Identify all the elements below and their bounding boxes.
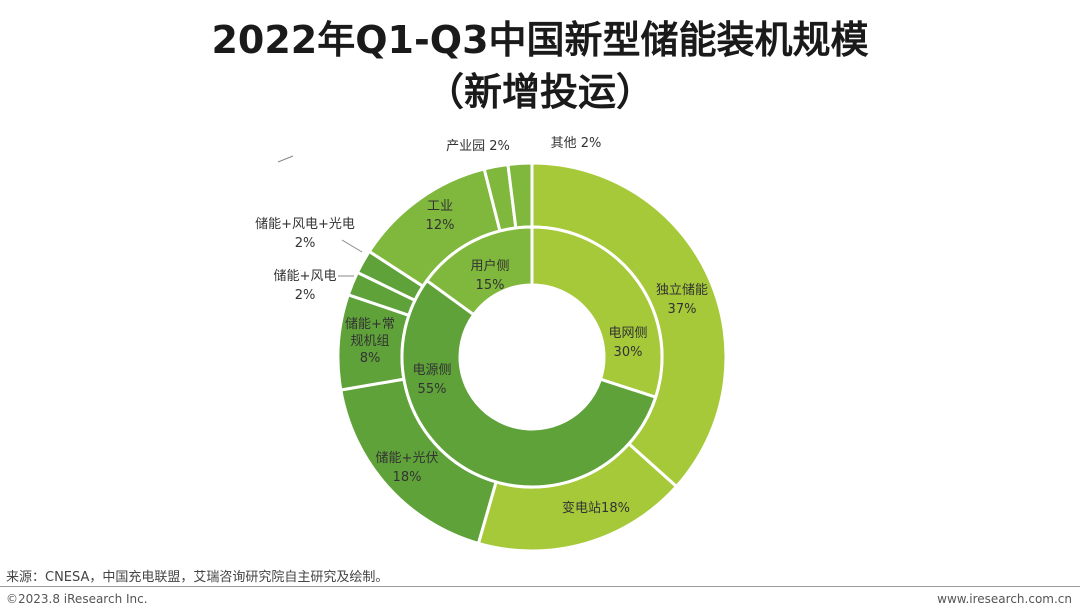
outer-label-name-2: 储能+光伏 bbox=[376, 451, 439, 466]
inner-label-value-0: 30% bbox=[614, 345, 643, 360]
copyright: ©2023.8 iResearch Inc. bbox=[6, 592, 148, 606]
outer-label-7: 产业园 2% bbox=[446, 139, 510, 154]
inner-label-value-2: 15% bbox=[476, 278, 505, 293]
footer-divider bbox=[0, 586, 1080, 587]
inner-slice-0 bbox=[530, 225, 664, 400]
outer-label-8: 其他 2% bbox=[551, 136, 602, 151]
outer-label-value-3: 8% bbox=[360, 351, 381, 366]
outer-label-name-5: 储能+风电+光电 bbox=[255, 217, 355, 232]
website: www.iresearch.com.cn bbox=[937, 592, 1072, 606]
title-line-2: （新增投运） bbox=[425, 70, 654, 114]
outer-label-value-0: 37% bbox=[668, 302, 697, 317]
outer-label-name-4: 储能+风电 bbox=[274, 269, 337, 284]
outer-label-name-3a: 储能+常 bbox=[345, 317, 395, 332]
chart-title: 2022年Q1-Q3中国新型储能装机规模 （新增投运） bbox=[0, 14, 1080, 118]
inner-label-value-1: 55% bbox=[418, 382, 447, 397]
inner-label-name-1: 电源侧 bbox=[412, 363, 451, 378]
outer-label-value-2: 18% bbox=[393, 470, 422, 485]
outer-label-name-6: 工业 bbox=[427, 199, 453, 214]
outer-label-name-3b: 规机组 bbox=[350, 334, 389, 349]
outer-label-value-4: 2% bbox=[295, 288, 316, 303]
inner-label-name-0: 电网侧 bbox=[608, 326, 647, 341]
outer-label-name-0: 独立储能 bbox=[656, 283, 708, 298]
title-line-1: 2022年Q1-Q3中国新型储能装机规模 bbox=[211, 18, 869, 62]
inner-slice-1 bbox=[400, 278, 658, 489]
leader-line-5 bbox=[341, 239, 363, 253]
outer-label-value-5: 2% bbox=[295, 236, 316, 251]
source-note: 来源：CNESA，中国充电联盟，艾瑞咨询研究院自主研究及绘制。 bbox=[6, 570, 389, 585]
outer-label-value-6: 12% bbox=[426, 218, 455, 233]
donut-chart: 电网侧 30% 电源侧 55% 用户侧 15% 独立储能 37% 变电站18% 储能+光伏 18% 储… bbox=[255, 136, 728, 553]
inner-label-name-2: 用户侧 bbox=[470, 258, 509, 274]
inner-slice-2 bbox=[424, 225, 534, 317]
outer-label-1: 变电站18% bbox=[562, 500, 630, 516]
decorative-stroke bbox=[277, 155, 294, 163]
